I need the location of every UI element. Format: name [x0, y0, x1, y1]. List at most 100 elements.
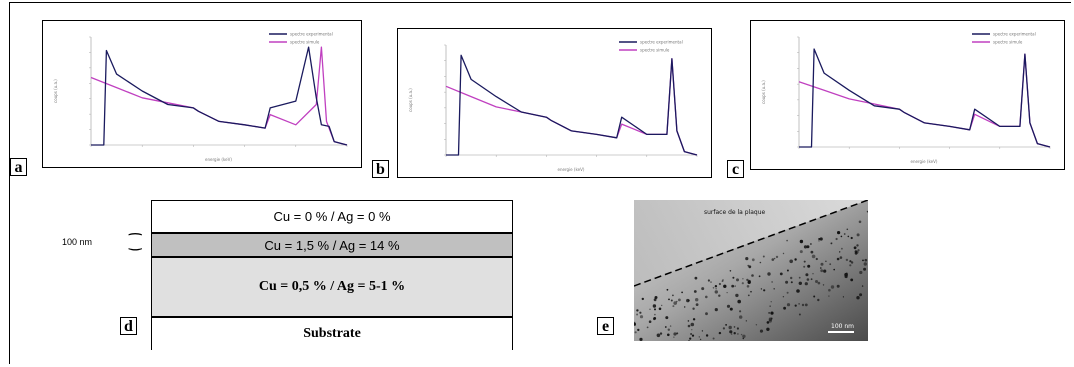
precipitate-dot: [701, 330, 704, 332]
precipitate-dot: [718, 294, 721, 297]
legend-label: spectre simule: [993, 40, 1023, 45]
series-line-simulated: [90, 46, 348, 146]
legend-label: spectre experimental: [640, 40, 683, 45]
y-axis-label: coups (u.a.): [53, 79, 58, 103]
precipitate-dot: [634, 321, 636, 324]
precipitate-dot: [721, 280, 724, 282]
precipitate-dot: [737, 299, 741, 304]
precipitate-dot: [785, 280, 789, 284]
precipitate-dot: [770, 301, 772, 303]
precipitate-dot: [751, 274, 754, 277]
precipitate-dot: [854, 250, 858, 253]
precipitate-dot: [847, 235, 850, 238]
precipitate-dot: [639, 315, 644, 319]
precipitate-dot: [823, 269, 827, 273]
precipitate-dot: [736, 278, 739, 282]
precipitate-dot: [745, 257, 749, 261]
precipitate-dot: [695, 303, 699, 306]
x-axis-label: energie (keV): [205, 157, 232, 162]
precipitate-dot: [739, 310, 742, 313]
precipitate-dot: [839, 251, 841, 253]
layer-substrate: Substrate: [151, 317, 513, 350]
precipitate-dot: [803, 260, 806, 263]
precipitate-dot: [730, 333, 733, 335]
precipitate-dot: [790, 281, 793, 284]
y-axis-label: coups (u.a.): [761, 80, 766, 104]
precipitate-dot: [737, 333, 739, 335]
precipitate-dot: [790, 276, 793, 280]
precipitate-dot: [656, 333, 661, 338]
layer-substrate-label: Substrate: [303, 326, 361, 341]
precipitate-dot: [799, 239, 804, 244]
precipitate-dot: [646, 326, 649, 329]
precipitate-dot: [741, 282, 744, 285]
precipitate-dot: [714, 308, 718, 312]
panel-tag-c: c: [727, 160, 744, 178]
legend-label: spectre simule: [640, 48, 670, 53]
precipitate-dot: [804, 282, 808, 286]
precipitate-dot: [770, 311, 774, 315]
precipitate-dot: [779, 272, 783, 276]
precipitate-dot: [692, 318, 696, 321]
precipitate-dot: [747, 294, 750, 297]
precipitate-dot: [841, 247, 843, 250]
precipitate-dot: [842, 296, 844, 298]
series-line-simulated: [445, 58, 698, 156]
series-line-experimental: [91, 46, 348, 146]
precipitate-dot: [786, 239, 788, 242]
thickness-label: 100 nm: [62, 237, 93, 247]
series-line-simulated: [798, 53, 1051, 148]
precipitate-dot: [739, 315, 743, 319]
precipitate-dot: [859, 293, 863, 297]
precipitate-dot: [705, 295, 708, 299]
precipitate-dot: [798, 281, 802, 285]
spectrum-chart-b: energie (keV) coups (u.a.) spectre experim…: [408, 40, 698, 172]
precipitate-dot: [676, 332, 679, 335]
series-line-experimental: [446, 54, 698, 156]
precipitate-dot: [654, 308, 656, 311]
precipitate-dot: [684, 306, 686, 308]
precipitate-dot: [820, 267, 822, 269]
legend-label: spectre simule: [290, 40, 320, 45]
precipitate-dot: [767, 272, 771, 276]
precipitate-dot: [740, 333, 743, 336]
precipitate-dot: [815, 257, 818, 261]
precipitate-dot: [763, 289, 766, 292]
precipitate-dot: [845, 258, 849, 262]
precipitate-dot: [729, 270, 732, 272]
precipitate-dot: [710, 281, 712, 283]
panel-tag-e: e: [597, 317, 614, 335]
precipitate-dot: [782, 252, 785, 255]
layer-top: Cu = 0 % / Ag = 0 %: [151, 200, 513, 233]
precipitate-dot: [736, 327, 739, 330]
layer-enriched-label: Cu = 1,5 % / Ag = 14 %: [264, 237, 400, 253]
figure-frame: [9, 2, 1071, 364]
precipitate-dot: [755, 324, 758, 326]
precipitate-dot: [820, 269, 824, 273]
precipitate-dot: [819, 237, 823, 241]
precipitate-dot: [775, 255, 779, 259]
panel-tag-d: d: [120, 317, 137, 335]
precipitate-dot: [732, 285, 735, 288]
precipitate-dot: [810, 250, 814, 254]
precipitate-dot: [715, 288, 717, 290]
precipitate-dot: [707, 279, 710, 282]
precipitate-dot: [676, 300, 678, 303]
precipitate-dot: [672, 294, 674, 297]
precipitate-dot: [806, 245, 810, 249]
precipitate-dot: [661, 304, 663, 307]
layer-diffusion: Cu = 0,5 % / Ag = 5-1 %: [151, 257, 513, 317]
precipitate-dot: [698, 336, 700, 338]
precipitate-dot: [690, 322, 695, 327]
precipitate-dot: [786, 291, 789, 294]
precipitate-dot: [725, 324, 727, 326]
layer-enriched: Cu = 1,5 % / Ag = 14 %: [151, 233, 513, 257]
precipitate-dot: [849, 264, 852, 267]
x-axis-label: energie (keV): [558, 167, 585, 172]
precipitate-dot: [856, 244, 859, 247]
precipitate-dot: [705, 312, 708, 316]
precipitate-dot: [666, 288, 669, 291]
precipitate-dot: [850, 236, 853, 240]
precipitate-dot: [786, 303, 791, 307]
precipitate-dot: [699, 338, 702, 341]
